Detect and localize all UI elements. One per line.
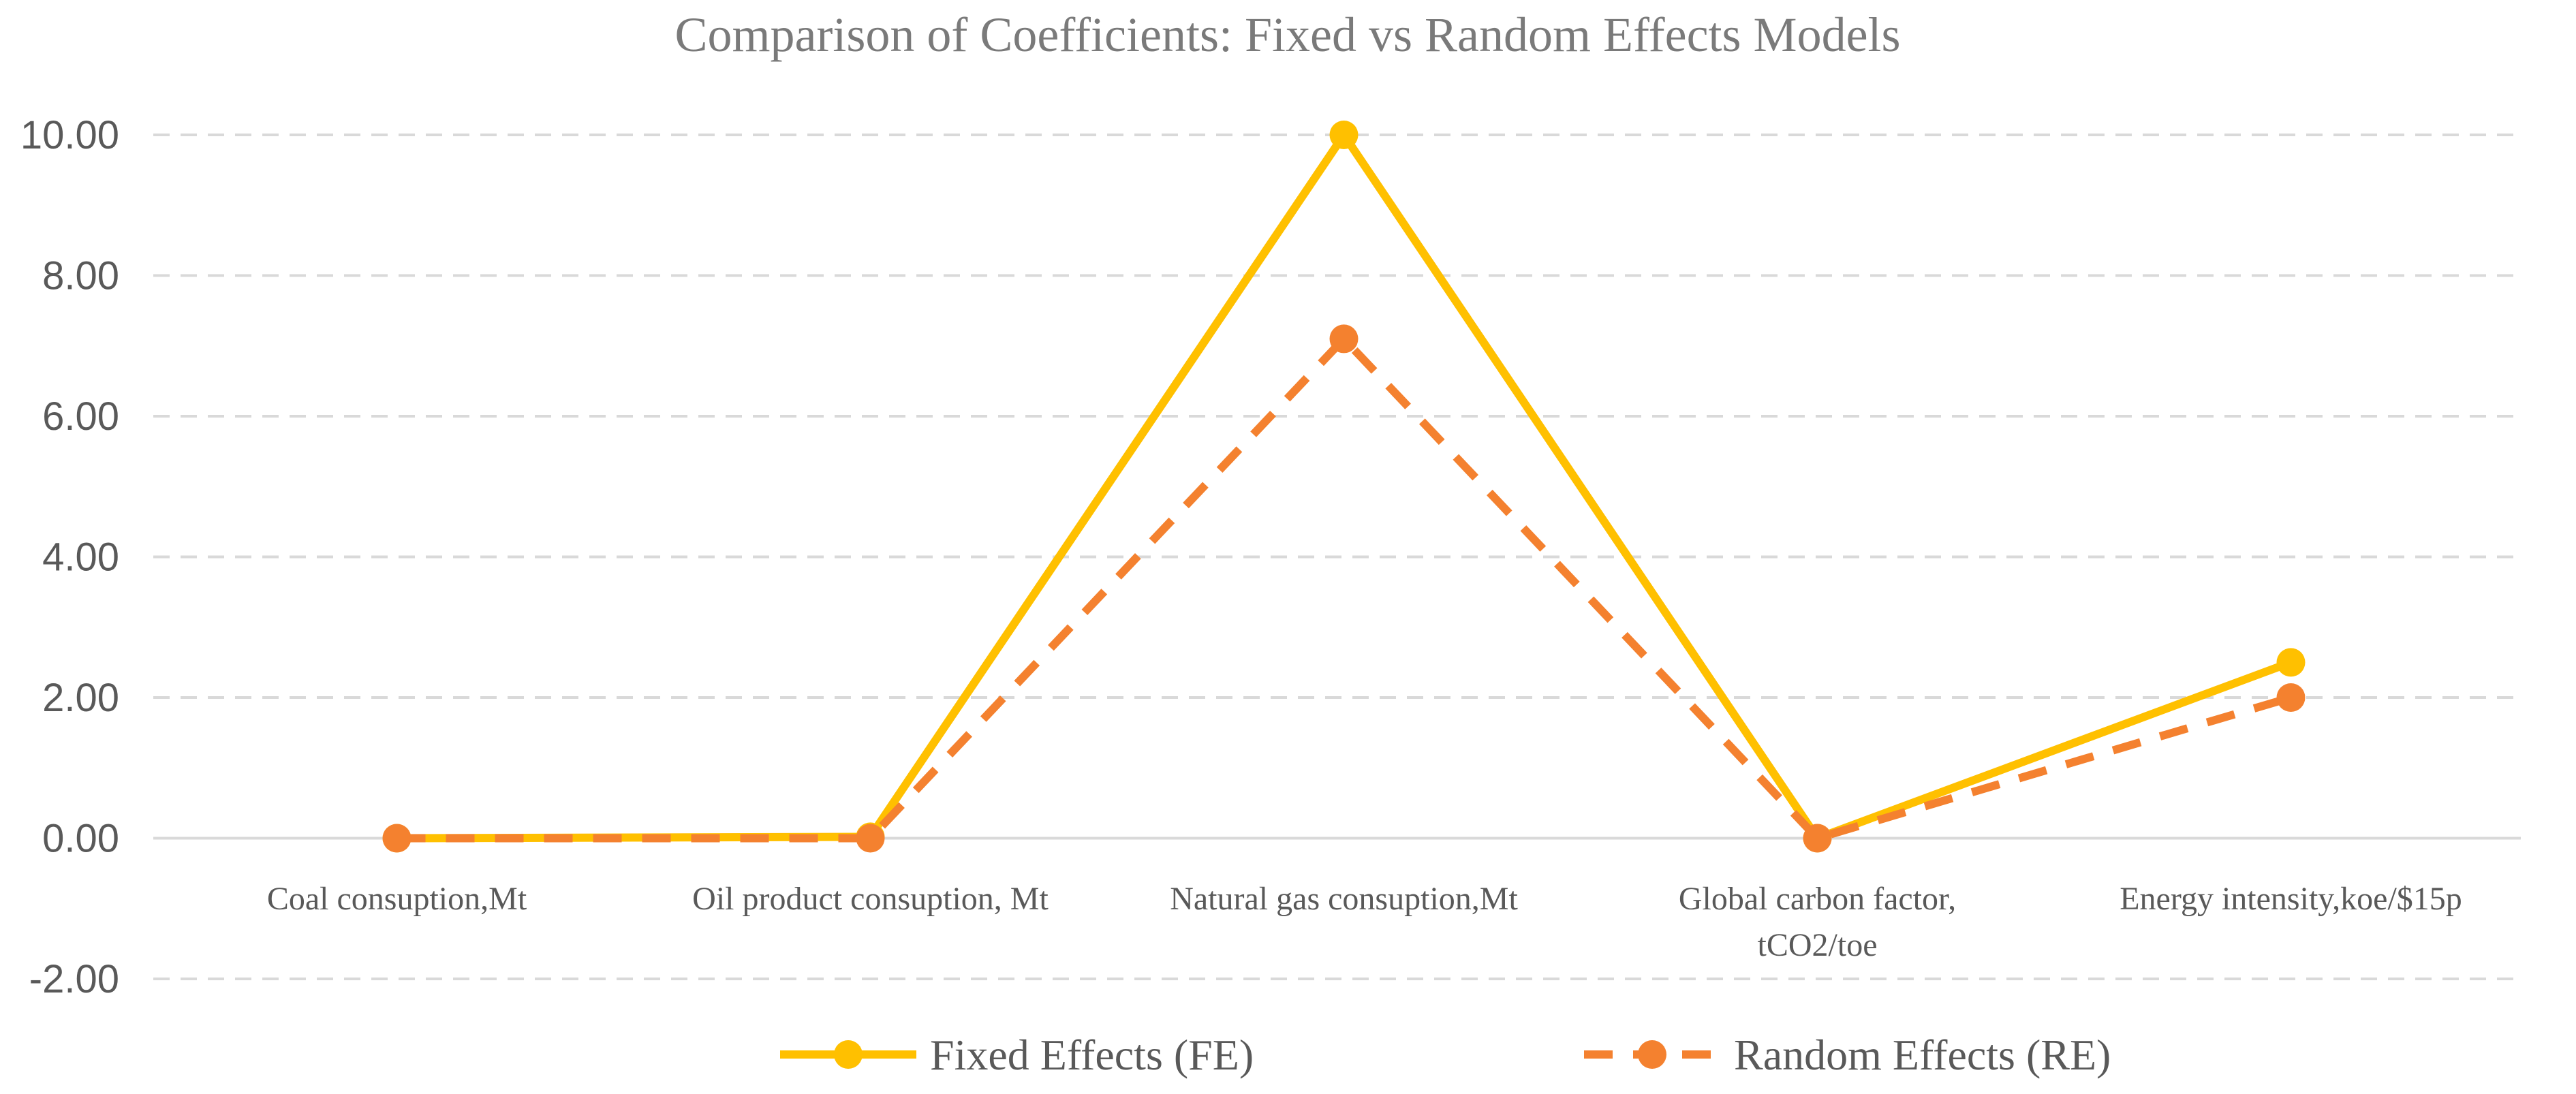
data-point — [2276, 648, 2306, 677]
x-tick-label: Coal consuption,Mt — [267, 881, 527, 917]
data-point — [1329, 121, 1359, 149]
data-point — [856, 824, 885, 853]
x-tick-label-line: Energy intensity,koe/$15p — [2120, 881, 2462, 917]
y-tick-label: 4.00 — [42, 535, 119, 580]
x-tick-label-line: Natural gas consuption,Mt — [1170, 881, 1518, 917]
y-tick-label: 6.00 — [42, 394, 119, 439]
series-lines — [382, 121, 2306, 853]
chart-title: Comparison of Coefficients: Fixed vs Ran… — [674, 7, 1900, 62]
legend-item: Fixed Effects (FE) — [780, 1031, 1254, 1079]
y-tick-label: 2.00 — [42, 676, 119, 720]
y-axis-ticks: 10.00 8.00 6.00 4.00 2.00 0.00 -2.00 — [20, 113, 119, 1001]
data-point — [2276, 683, 2306, 712]
x-tick-label: Energy intensity,koe/$15p — [2120, 881, 2462, 917]
y-tick-label: 8.00 — [42, 254, 119, 298]
x-axis-ticks: Coal consuption,Mt Oil product consuption… — [267, 881, 2462, 963]
x-tick-label-line: Global carbon factor, — [1679, 881, 1956, 917]
x-tick-label-line: tCO2/toe — [1758, 927, 1878, 963]
grid-lines — [153, 134, 2521, 980]
legend-label: Random Effects (RE) — [1734, 1031, 2111, 1079]
legend-item: Random Effects (RE) — [1584, 1031, 2111, 1079]
data-point — [1803, 824, 1832, 853]
series-line — [397, 334, 2293, 843]
legend-label: Fixed Effects (FE) — [930, 1031, 1254, 1079]
legend-marker — [1638, 1040, 1666, 1069]
x-tick-label-line: Oil product consuption, Mt — [692, 881, 1049, 917]
series-line — [397, 131, 2293, 843]
y-tick-label: 0.00 — [42, 817, 119, 861]
x-tick-label-line: Coal consuption,Mt — [267, 881, 527, 917]
data-point — [382, 824, 412, 853]
x-tick-label: Natural gas consuption,Mt — [1170, 881, 1518, 917]
x-tick-label: Oil product consuption, Mt — [692, 881, 1049, 917]
data-point — [1329, 324, 1359, 354]
legend-marker — [834, 1040, 863, 1069]
legend: Fixed Effects (FE) Random Effects (RE) — [780, 1031, 2111, 1079]
x-tick-label: Global carbon factor, tCO2/toe — [1679, 881, 1956, 963]
series-re — [382, 324, 2306, 853]
y-tick-label: 10.00 — [20, 113, 119, 157]
y-tick-label: -2.00 — [29, 957, 119, 1001]
series-fe — [382, 121, 2306, 853]
